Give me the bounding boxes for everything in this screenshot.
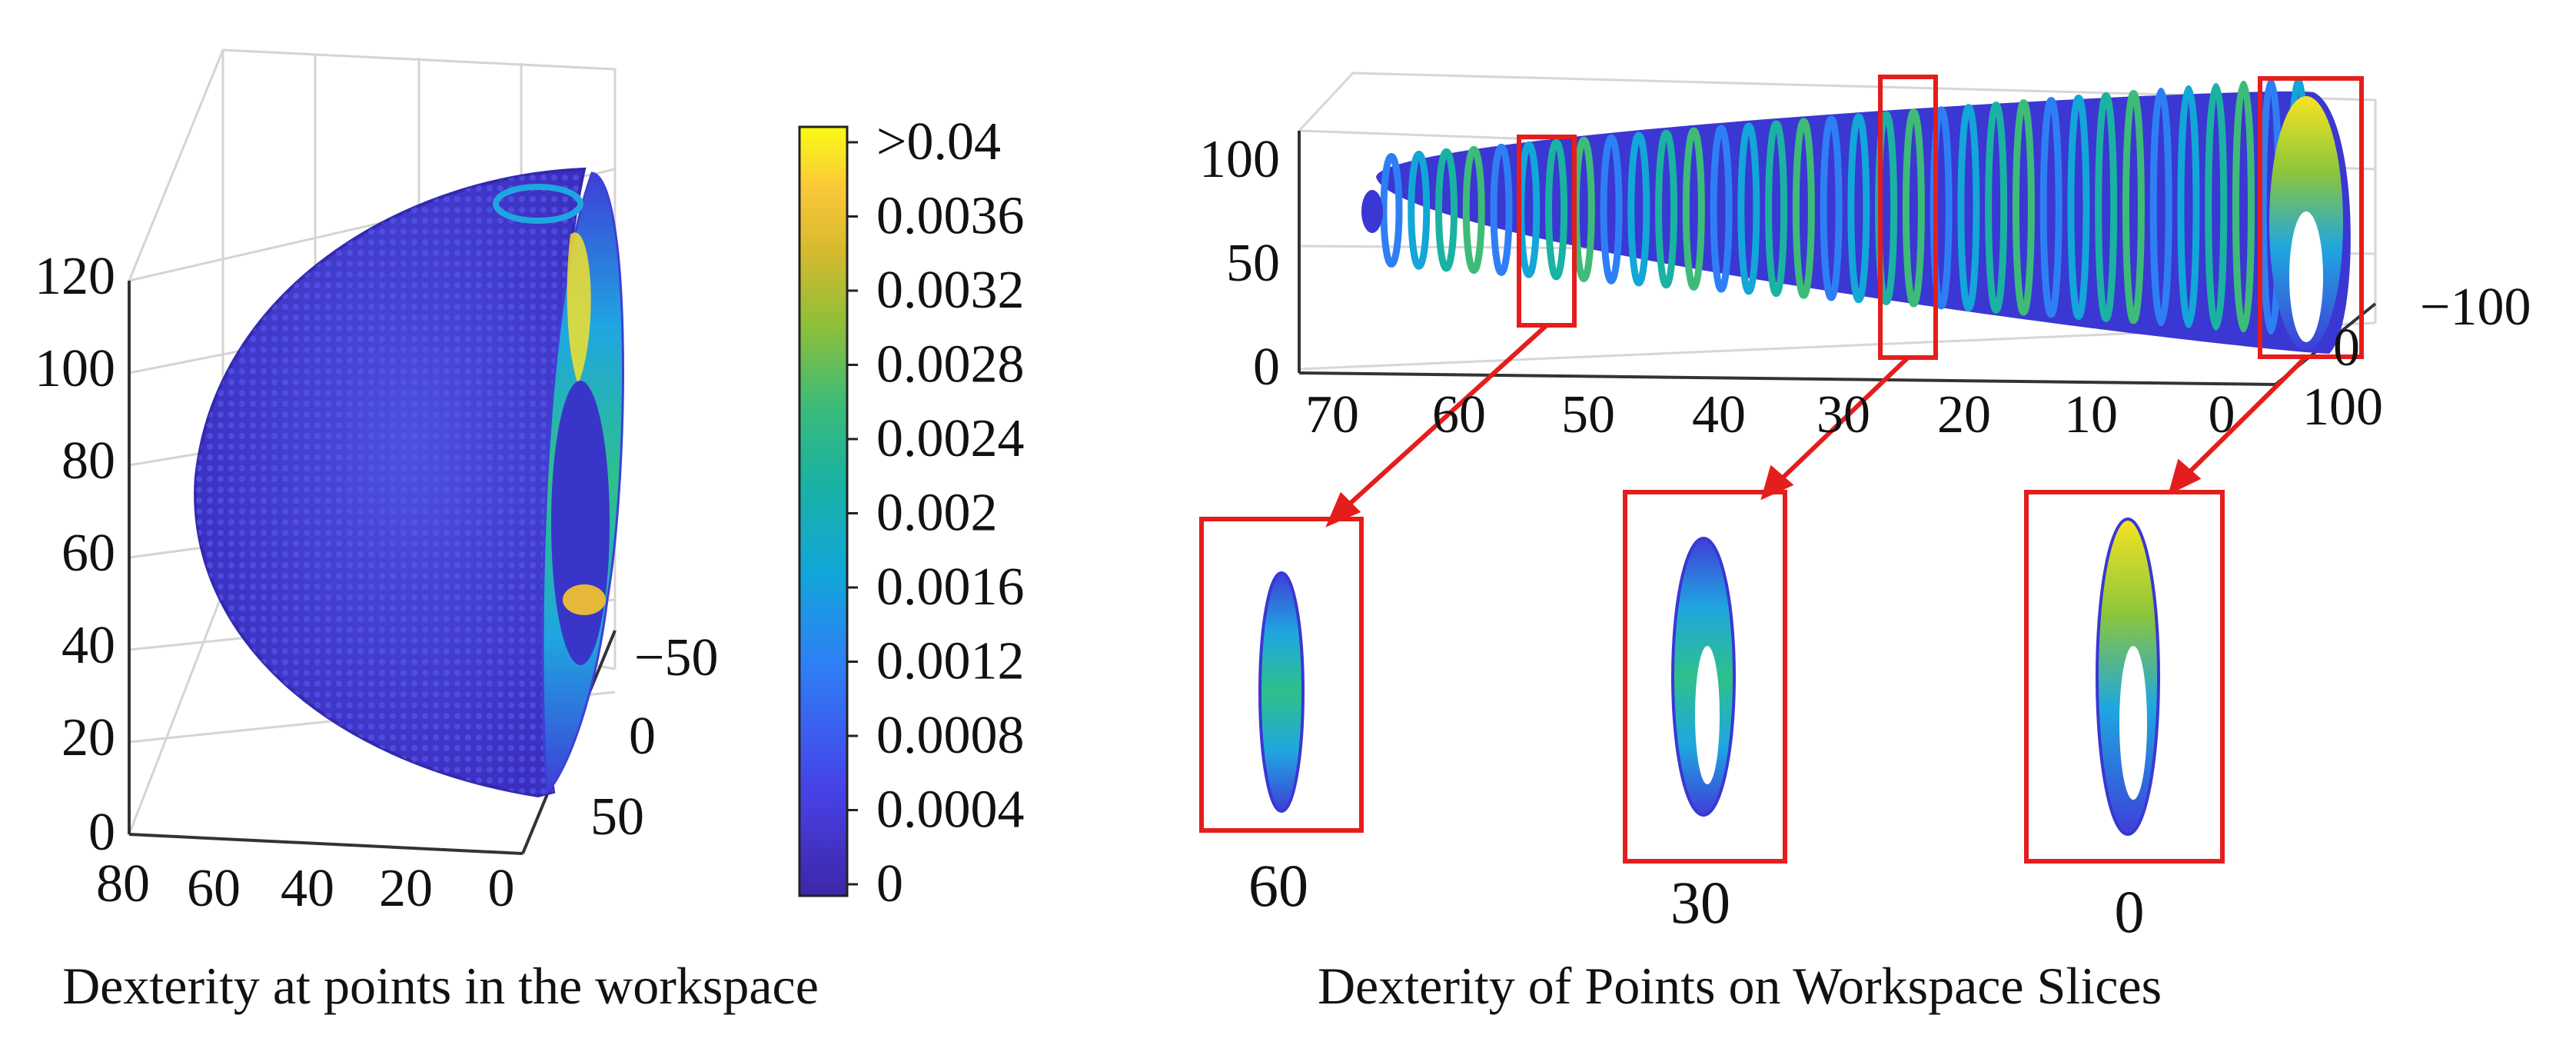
right-z-ticks: 100 50 0 [1199,130,1280,397]
caption-right: Dexterity of Points on Workspace Slices [1318,957,2162,1015]
slice-ring [1957,104,1980,312]
slice-ring [1820,115,1843,301]
slice-ring [1792,118,1815,299]
right-y-tick: −100 [2420,278,2531,337]
slice-ring [2122,89,2145,324]
slice-box-0 [2024,490,2225,864]
right-x-tick: 30 [1816,385,1870,444]
slice-box-30 [1623,490,1787,864]
colorbar: >0.04 0.0036 0.0032 0.0028 0.0024 0.002 0.0016… [798,112,1025,914]
slice-label-0: 0 [2115,878,2145,945]
colorbar-labels: >0.04 0.0036 0.0032 0.0028 0.0024 0.002 0.0016… [876,112,1025,914]
left-z-tick: 20 [61,708,115,767]
left-z-tick: 100 [35,339,115,398]
slice-60-shape [1258,571,1305,813]
slice-ring [1985,102,2008,314]
left-x-tick: 80 [96,854,150,914]
arrow-0 [2181,354,2308,481]
left-x-tick: 40 [281,859,334,918]
slice-ring [1682,127,1705,291]
colorbar-label: 0 [876,854,903,914]
slice-ring [1380,153,1403,268]
left-z-ticks: 120 100 80 60 40 20 0 [35,247,115,862]
right-x-ticks: 70 60 50 40 30 20 10 0 [1305,385,2235,444]
left-y-tick: 50 [590,787,644,847]
slice-ring [1737,122,1760,295]
slice-highlight-0 [2258,76,2364,359]
right-x-tick: 40 [1692,385,1746,444]
right-x-tick: 20 [1937,385,1991,444]
colorbar-label: 0.0016 [876,557,1025,617]
left-plot [128,48,624,855]
right-y-tick: 0 [2333,318,2360,378]
slice-ring [2205,82,2228,331]
right-y-tick: 100 [2302,378,2383,437]
right-plot [1199,72,2377,864]
slice-ring [1490,143,1513,276]
slice-ring [1765,120,1788,298]
right-z-tick: 50 [1226,234,1280,293]
right-x-tick: 0 [2209,385,2235,444]
slice-ring [1462,145,1485,275]
colorbar-gradient [798,125,849,897]
slice-ring [1655,129,1678,289]
arrow-30 [1773,355,1910,487]
colorbar-label: 0.0004 [876,780,1025,840]
colorbar-ticks [847,141,858,886]
slice-ring [1627,131,1650,287]
slice-ring [1600,134,1623,285]
slice-ring [1710,125,1733,293]
slice-ring [1847,113,1870,304]
colorbar-label: 0.0012 [876,632,1025,691]
caption-left: Dexterity at points in the workspace [62,957,819,1015]
slice-ring [2095,92,2118,322]
arrow-60 [1339,323,1549,514]
left-y-tick: −50 [634,628,718,687]
left-y-ticks: −50 0 50 [590,628,718,847]
slice-rings [1380,75,2310,337]
slice-ring [1408,150,1431,270]
slice-ring [1435,148,1458,272]
slice-box-60 [1199,517,1364,833]
slice-label-30: 30 [1670,869,1730,936]
slice-ring [2149,87,2172,327]
colorbar-label: 0.002 [876,484,998,543]
colorbar-label: 0.0028 [876,335,1025,394]
slice-ring [2039,97,2062,318]
left-z-tick: 60 [61,524,115,583]
colorbar-label: 0.0008 [876,706,1025,765]
slice-ring [1902,108,1925,308]
left-y-tick: 0 [629,707,656,766]
right-z-tick: 0 [1253,338,1280,397]
colorbar-label: 0.0032 [876,261,1025,320]
slice-ring [2177,85,2200,328]
colorbar-label: 0.0036 [876,187,1025,246]
left-x-tick: 20 [379,859,433,918]
left-z-tick: 40 [61,616,115,675]
slice-ring [1545,138,1568,281]
slice-label-60: 60 [1248,852,1308,919]
left-z-tick: 120 [35,247,115,306]
colorbar-label: >0.04 [876,112,1001,171]
right-x-tick: 10 [2064,385,2118,444]
right-y-ticks: −100 0 100 [2302,278,2531,437]
left-x-tick: 60 [187,859,241,918]
right-x-tick: 50 [1561,385,1615,444]
slice-ring [2232,80,2255,333]
left-z-tick: 80 [61,431,115,491]
slice-ring [2067,95,2090,320]
right-x-tick: 60 [1432,385,1486,444]
slice-ring [2012,99,2035,316]
colorbar-label: 0.0024 [876,409,1025,468]
inner-cavity [551,381,610,665]
left-x-tick: 0 [488,859,515,918]
right-x-tick: 70 [1305,385,1359,444]
right-z-tick: 100 [1199,130,1280,189]
left-x-ticks: 80 60 40 20 0 [96,854,515,918]
left-z-tick: 0 [88,803,115,862]
